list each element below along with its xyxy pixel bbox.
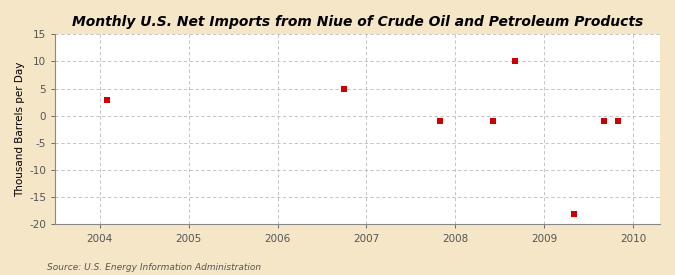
Title: Monthly U.S. Net Imports from Niue of Crude Oil and Petroleum Products: Monthly U.S. Net Imports from Niue of Cr…: [72, 15, 643, 29]
Y-axis label: Thousand Barrels per Day: Thousand Barrels per Day: [15, 62, 25, 197]
Text: Source: U.S. Energy Information Administration: Source: U.S. Energy Information Administ…: [47, 263, 261, 272]
